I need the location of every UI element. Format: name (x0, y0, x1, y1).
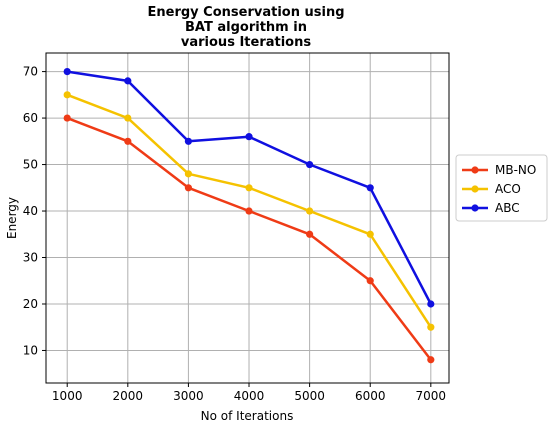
data-point-abc (366, 184, 374, 192)
data-point-aco (306, 207, 314, 215)
chart-title: Energy Conservation using BAT algorithm … (148, 5, 345, 50)
data-point-aco (427, 323, 435, 331)
x-axis-label: No of Iterations (201, 409, 294, 423)
legend-label-aco: ACO (495, 182, 521, 196)
plot-area-frame (45, 52, 450, 384)
data-point-abc (427, 300, 435, 308)
data-point-abc (63, 67, 71, 76)
x-tick-label: 1000 (52, 389, 83, 403)
data-point-mb-no (245, 207, 253, 215)
legend-marker-abc (471, 204, 479, 212)
y-tick-label: 30 (23, 251, 38, 265)
grid-lines (46, 53, 449, 383)
chart-title-line-1: Energy Conservation using (148, 5, 345, 20)
y-tick-label: 10 (23, 343, 38, 357)
data-point-abc (124, 77, 132, 85)
x-tick-label: 6000 (355, 389, 386, 403)
data-point-mb-no (63, 114, 71, 122)
data-point-abc (184, 137, 193, 145)
y-tick-label: 50 (23, 158, 38, 172)
chart-title-line-3: various Iterations (181, 35, 311, 50)
data-point-mb-no (306, 230, 314, 238)
series-lines (63, 67, 435, 364)
legend-label-mb-no: MB-NO (495, 163, 536, 177)
data-point-aco (245, 184, 253, 192)
data-point-mb-no (124, 137, 132, 145)
data-point-aco (366, 230, 374, 238)
x-tick-label: 5000 (294, 389, 325, 403)
data-point-mb-no (427, 356, 435, 364)
data-point-mb-no (184, 184, 193, 192)
data-point-aco (124, 114, 132, 122)
axis-ticks: 1000 2000 3000 4000 5000 6000 7000 10 20 30 40 50 60… (23, 65, 446, 403)
x-tick-label: 7000 (416, 389, 447, 403)
y-tick-label: 60 (23, 111, 38, 125)
data-point-abc (306, 160, 314, 169)
legend-label-abc: ABC (495, 201, 520, 215)
data-point-mb-no (366, 277, 374, 285)
y-tick-label: 40 (23, 204, 38, 218)
legend-marker-mb-no (471, 166, 479, 174)
data-point-abc (245, 133, 253, 141)
legend-marker-aco (471, 185, 479, 193)
y-axis-label: Energy (5, 197, 19, 239)
y-tick-label: 20 (23, 297, 38, 311)
data-point-aco (63, 91, 71, 99)
x-tick-label: 2000 (113, 389, 144, 403)
data-point-aco (184, 170, 193, 178)
x-tick-label: 4000 (234, 389, 265, 403)
y-tick-label: 70 (23, 65, 38, 79)
legend-box (455, 154, 548, 222)
chart-title-line-2: BAT algorithm in (185, 20, 307, 35)
x-tick-label: 3000 (173, 389, 204, 403)
legend: MB-NO ACO ABC (455, 154, 548, 222)
